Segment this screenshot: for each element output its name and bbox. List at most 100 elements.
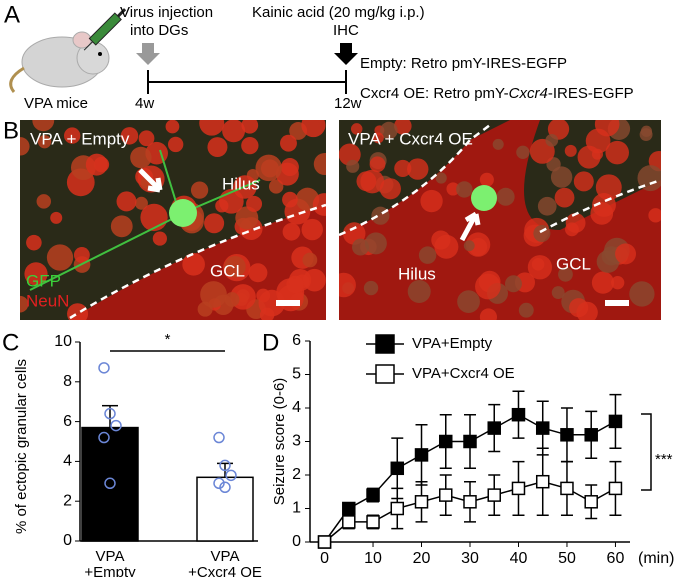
panel-label: B (3, 117, 19, 144)
significance: *** (655, 451, 673, 468)
y-tick-label: 1 (292, 500, 301, 517)
micrograph: VPA + Cxcr4 OE Hilus GCL (339, 120, 661, 320)
image-label: GFP (26, 271, 61, 290)
data-point (560, 481, 574, 496)
significance: * (165, 331, 171, 348)
cell (85, 153, 108, 176)
data-point (414, 495, 429, 509)
cell (241, 120, 259, 134)
data-point (414, 448, 429, 462)
cell (364, 232, 387, 255)
cell (152, 231, 167, 246)
x-tick-label: VPA (211, 548, 240, 565)
cell (241, 136, 259, 155)
cell (26, 234, 42, 251)
y-tick-label: 6 (63, 413, 72, 430)
cell (565, 213, 586, 233)
gfp-cell (169, 199, 197, 227)
cell (372, 132, 384, 144)
image-label: Hilus (222, 174, 260, 193)
cell (259, 307, 275, 320)
cell (301, 120, 326, 138)
cell (268, 179, 284, 194)
scale-bar (276, 300, 300, 306)
cell (248, 263, 268, 283)
cell (637, 165, 661, 192)
legend-marker (375, 364, 395, 384)
data-point (225, 469, 237, 482)
y-tick-label: 4 (292, 399, 301, 416)
cell (224, 292, 240, 307)
cell (420, 189, 443, 213)
cell (64, 127, 81, 144)
gcl-region (339, 120, 661, 320)
cell (611, 276, 625, 290)
time-label: 4w (135, 95, 154, 112)
data-point (511, 407, 526, 422)
data-point (560, 428, 574, 442)
y-tick-label: 8 (63, 373, 72, 390)
x-tick-label: 30 (461, 550, 479, 567)
cell (167, 136, 184, 153)
mouse-icon (9, 8, 127, 93)
arrow (459, 211, 481, 242)
data-point (463, 434, 477, 449)
cell (313, 152, 326, 176)
data-point (317, 535, 332, 549)
scale-bar (605, 300, 629, 306)
ihc-text: IHC (333, 22, 359, 39)
kainic-text: Kainic acid (20 mg/kg i.p.) (252, 4, 425, 21)
y-tick-label: 6 (292, 332, 301, 349)
data-point (390, 501, 405, 516)
data-point (439, 488, 453, 502)
cell (434, 234, 459, 259)
cell (629, 281, 655, 307)
data-point (608, 481, 623, 496)
cell (639, 128, 653, 141)
cell (479, 308, 497, 320)
cell (120, 127, 139, 145)
cell (235, 206, 259, 230)
x-tick-label: 50 (558, 550, 576, 567)
injection-text: into DGs (130, 22, 188, 39)
cell (394, 159, 412, 177)
data-point (366, 515, 380, 529)
cell (406, 158, 429, 180)
panel-label: C (2, 329, 19, 356)
cell (558, 266, 573, 282)
cell (463, 240, 475, 252)
panel-label: D (262, 329, 279, 356)
cell (394, 120, 412, 135)
data-point (110, 419, 122, 432)
cell (46, 244, 74, 271)
cell (138, 130, 155, 147)
cell (615, 243, 637, 265)
cell (356, 171, 377, 192)
data-point (535, 474, 550, 489)
arrow (334, 43, 358, 65)
boundary (539, 178, 661, 234)
x-tick-label: 0 (320, 550, 329, 567)
cell (516, 145, 530, 159)
cell (165, 120, 180, 134)
cell (596, 250, 620, 273)
data-point (104, 407, 116, 420)
cell (551, 286, 565, 300)
cell (456, 181, 473, 198)
cell (32, 120, 55, 132)
gfp-cell (471, 185, 497, 211)
cell (605, 140, 629, 165)
cell (479, 172, 494, 187)
cell (435, 172, 447, 184)
cell (199, 120, 225, 136)
cell (594, 120, 620, 137)
y-tick-label: 4 (63, 453, 72, 470)
cell (591, 271, 615, 294)
cell (379, 178, 401, 200)
cell (280, 134, 297, 152)
cell (577, 145, 601, 169)
cell (302, 252, 318, 268)
data-point (608, 414, 623, 429)
cell (573, 171, 594, 192)
timeline (147, 70, 347, 94)
